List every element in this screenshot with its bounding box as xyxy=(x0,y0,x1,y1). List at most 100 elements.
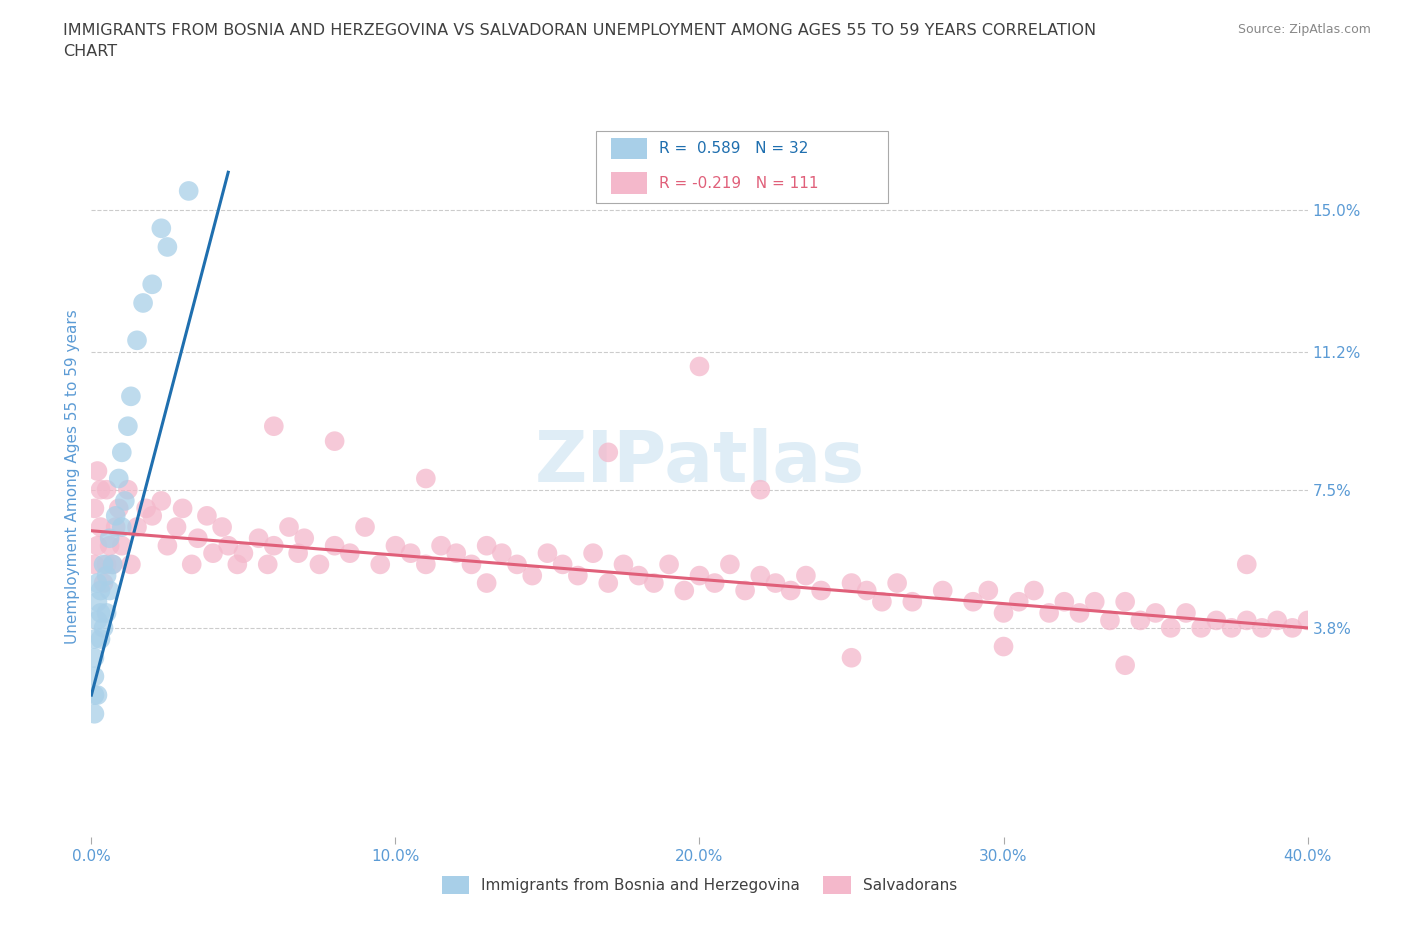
Point xyxy=(1281,620,1303,635)
Point xyxy=(150,220,173,235)
Point xyxy=(673,583,696,598)
Point xyxy=(1114,658,1136,672)
Point xyxy=(141,277,163,292)
Point xyxy=(202,546,225,561)
Point xyxy=(89,631,111,646)
Point xyxy=(195,509,218,524)
Point xyxy=(749,483,772,498)
Point xyxy=(96,605,118,620)
Point xyxy=(444,546,467,561)
Point xyxy=(977,583,1000,598)
Point xyxy=(120,389,142,404)
Point xyxy=(308,557,330,572)
Point xyxy=(460,557,482,572)
Point xyxy=(107,501,129,516)
Point xyxy=(718,557,741,572)
Point xyxy=(643,576,665,591)
Point xyxy=(567,568,589,583)
Text: IMMIGRANTS FROM BOSNIA AND HERZEGOVINA VS SALVADORAN UNEMPLOYMENT AMONG AGES 55 : IMMIGRANTS FROM BOSNIA AND HERZEGOVINA V… xyxy=(63,23,1097,60)
Point xyxy=(180,557,202,572)
Point xyxy=(1129,613,1152,628)
Point xyxy=(1205,613,1227,628)
Point xyxy=(598,445,620,459)
Point xyxy=(156,538,179,553)
Point xyxy=(96,483,118,498)
Point xyxy=(993,605,1015,620)
Point xyxy=(89,483,111,498)
Point xyxy=(1098,613,1121,628)
Point xyxy=(323,538,346,553)
Point xyxy=(96,568,118,583)
Point xyxy=(399,546,422,561)
Point xyxy=(117,483,139,498)
Point xyxy=(83,706,105,721)
Point xyxy=(93,620,115,635)
Point xyxy=(1038,605,1060,620)
Point xyxy=(187,531,209,546)
Point xyxy=(107,472,129,486)
Point xyxy=(93,576,115,591)
Point xyxy=(83,650,105,665)
Point xyxy=(263,538,285,553)
Point xyxy=(779,583,801,598)
Point xyxy=(177,183,200,198)
Point xyxy=(765,576,787,591)
Point xyxy=(354,520,377,535)
Point xyxy=(172,501,194,516)
Point xyxy=(89,520,111,535)
Point xyxy=(688,359,710,374)
Point xyxy=(226,557,249,572)
Point xyxy=(263,418,285,433)
Point xyxy=(86,463,108,478)
Point xyxy=(491,546,513,561)
Text: ZIPatlas: ZIPatlas xyxy=(534,428,865,497)
Point xyxy=(101,557,124,572)
Point xyxy=(86,576,108,591)
Point xyxy=(117,418,139,433)
Point xyxy=(506,557,529,572)
Bar xyxy=(610,172,647,194)
Point xyxy=(749,568,772,583)
Point xyxy=(931,583,953,598)
Point xyxy=(135,501,157,516)
Point xyxy=(120,557,142,572)
Point xyxy=(993,639,1015,654)
Point xyxy=(86,687,108,702)
Point xyxy=(1220,620,1243,635)
Point xyxy=(256,557,278,572)
Point xyxy=(1069,605,1091,620)
Point xyxy=(104,509,127,524)
Point xyxy=(111,520,134,535)
Point xyxy=(598,576,620,591)
Point xyxy=(83,669,105,684)
Point xyxy=(1022,583,1045,598)
Text: Source: ZipAtlas.com: Source: ZipAtlas.com xyxy=(1237,23,1371,36)
Point xyxy=(430,538,453,553)
Point xyxy=(98,583,121,598)
Point xyxy=(125,520,148,535)
Point xyxy=(114,494,136,509)
Point xyxy=(1160,620,1182,635)
Y-axis label: Unemployment Among Ages 55 to 59 years: Unemployment Among Ages 55 to 59 years xyxy=(65,310,80,644)
Point xyxy=(150,494,173,509)
Point xyxy=(1189,620,1212,635)
Point xyxy=(870,594,893,609)
Point xyxy=(1236,613,1258,628)
Point xyxy=(98,538,121,553)
Point xyxy=(86,613,108,628)
Point xyxy=(101,557,124,572)
Text: R = -0.219   N = 111: R = -0.219 N = 111 xyxy=(659,176,818,191)
Point xyxy=(612,557,634,572)
Point xyxy=(1114,594,1136,609)
Point xyxy=(132,296,155,311)
Point xyxy=(384,538,406,553)
Point xyxy=(247,531,270,546)
Point xyxy=(156,240,179,255)
Point xyxy=(475,538,498,553)
Point xyxy=(1296,613,1319,628)
Point xyxy=(415,472,437,486)
Point xyxy=(688,568,710,583)
Point xyxy=(339,546,361,561)
Point xyxy=(86,594,108,609)
Point xyxy=(962,594,984,609)
